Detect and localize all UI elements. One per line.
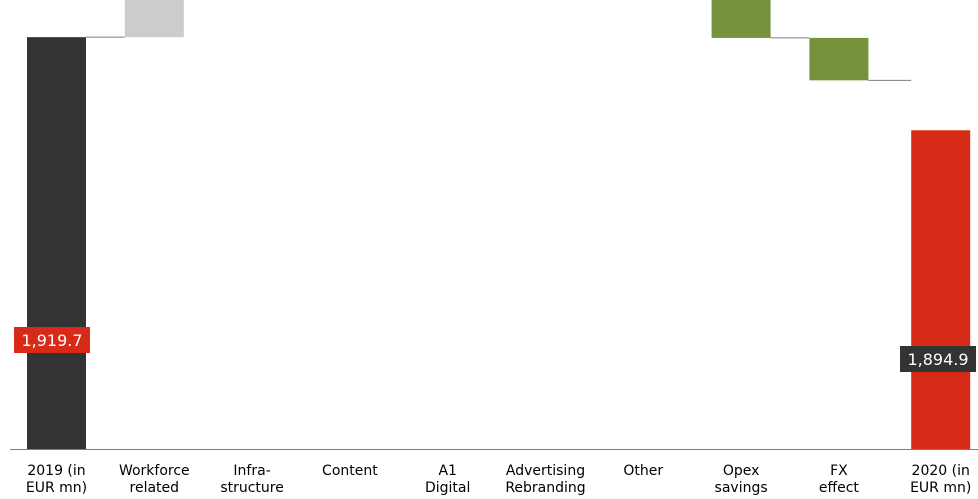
connectors-layer — [86, 36, 912, 81]
category-label-8-line-0: FX — [830, 463, 848, 479]
category-label-0-line-1: EUR mn) — [26, 480, 87, 496]
bar-0 — [27, 37, 86, 450]
category-label-5-line-0: Advertising — [506, 463, 585, 479]
category-label-9-line-1: EUR mn) — [910, 480, 971, 496]
category-label-7-line-0: Opex — [723, 463, 760, 479]
bar-1 — [124, 0, 184, 38]
category-label-4-line-0: A1 — [438, 463, 456, 479]
category-label-2-line-0: Infra- — [233, 463, 270, 479]
category-label-1-line-0: Workforce — [119, 463, 190, 479]
category-label-9-line-0: 2020 (in — [912, 463, 970, 479]
bar-7 — [711, 0, 771, 38]
bar-9 — [911, 130, 971, 449]
category-label-0-line-0: 2019 (in — [27, 463, 85, 479]
value-label-box-9 — [900, 346, 976, 372]
category-label-1-line-1: related — [130, 480, 180, 496]
value-label-9: 1,894.9 — [907, 350, 968, 369]
bar-8 — [809, 37, 869, 81]
category-label-8-line-1: effect — [819, 480, 860, 496]
category-label-7-line-1: savings — [715, 480, 768, 496]
category-label-4-line-1: Digital — [425, 480, 470, 496]
category-label-3-line-0: Content — [322, 463, 378, 479]
category-label-5-line-1: Rebranding — [505, 480, 585, 496]
category-label-6-line-0: Other — [623, 463, 663, 479]
value-labels: 1,919.7 1,894.9 — [14, 327, 976, 372]
value-label-box-0 — [14, 327, 90, 353]
value-label-0: 1,919.7 — [21, 331, 82, 350]
category-label-2-line-1: structure — [220, 480, 284, 496]
bars-layer — [27, 0, 971, 450]
